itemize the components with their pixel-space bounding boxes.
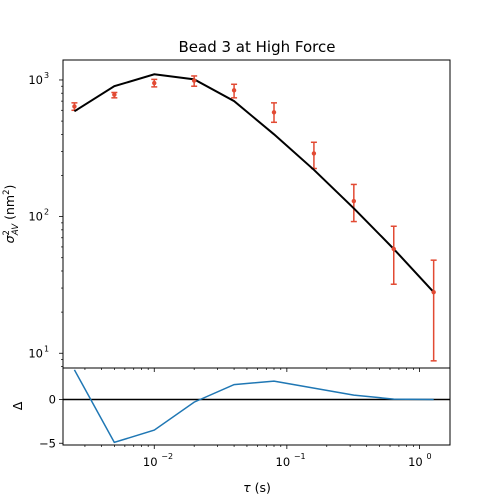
data-point: [311, 151, 317, 156]
residual-axes-frame: [62, 367, 451, 446]
y-tick-label: 10: [28, 210, 43, 224]
x-tick-label: 10: [408, 455, 423, 469]
x-tick-exponent: −1: [294, 452, 306, 461]
data-point: [231, 88, 237, 93]
data-point: [351, 198, 357, 204]
model-line: [73, 73, 435, 293]
residual-panel: 10 −2 10 −1 10 0−50 Δ τ (s): [10, 367, 451, 495]
data-point: [271, 110, 277, 115]
x-tick-exponent: 0: [426, 452, 431, 461]
data-point: [112, 92, 117, 97]
x-tick-label: 10: [143, 455, 158, 469]
residual-line: [73, 369, 434, 444]
residual-y-tick-label: 0: [49, 393, 56, 407]
y-tick-label: 10: [28, 346, 43, 360]
data-point: [391, 246, 396, 252]
residual-y-axis-label: Δ: [10, 401, 25, 410]
main-y-axis-label: σ2AV (nm2): [2, 185, 21, 244]
x-tick-label: 10: [276, 455, 291, 469]
y-tick-exponent: 2: [44, 208, 49, 217]
chart-title: Bead 3 at High Force: [179, 38, 336, 56]
residual-plot-area: 10 −2 10 −1 10 0−50: [39, 369, 450, 469]
x-axis-label: τ (s): [243, 480, 271, 495]
data-point: [191, 78, 197, 83]
data-point: [152, 80, 157, 86]
x-tick-exponent: −2: [161, 452, 173, 461]
y-tick-label: 10: [28, 73, 43, 87]
y-tick-exponent: 1: [44, 344, 49, 353]
y-tick-exponent: 3: [44, 71, 49, 80]
residual-y-tick-label: −5: [39, 436, 56, 450]
data-point: [431, 289, 436, 295]
data-point: [72, 104, 77, 109]
